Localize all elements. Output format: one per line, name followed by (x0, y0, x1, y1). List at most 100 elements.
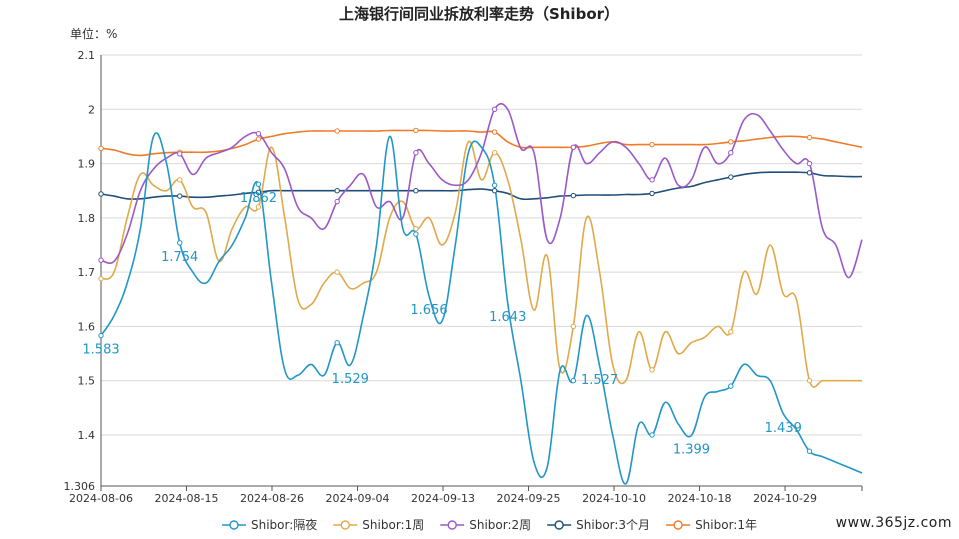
data-point (334, 128, 340, 134)
legend-label: Shibor:1年 (695, 518, 757, 532)
data-label: 1.754 (161, 250, 198, 265)
legend-swatch-marker (673, 520, 683, 530)
series-line-1 (100, 140, 862, 388)
data-point (98, 145, 104, 152)
x-tick-label: 2024-09-04 (326, 492, 390, 505)
data-point (728, 139, 734, 145)
data-label: 1.643 (489, 310, 526, 325)
y-tick-label: 1.5 (78, 375, 96, 388)
data-point (649, 432, 655, 438)
data-point (806, 160, 813, 167)
data-point (334, 198, 340, 205)
watermark-text: www.365jz.com (836, 515, 952, 531)
data-point (649, 177, 655, 183)
legend-label: Shibor:3个月 (576, 518, 650, 532)
data-labels: 1.583 1.754 1.862 1.529 1.656 1.643 1.527 1.399… (82, 191, 801, 457)
data-point (334, 188, 340, 194)
data-point (255, 131, 262, 137)
legend-swatch-marker (229, 520, 239, 530)
data-point (413, 231, 419, 237)
legend-swatch-marker (554, 520, 564, 530)
y-tick-label: 1.9 (78, 158, 96, 171)
data-point (413, 150, 419, 156)
x-tick-label: 2024-08-15 (155, 492, 219, 505)
legend-item[interactable]: Shibor:1周 (333, 518, 424, 532)
x-tick-label: 2024-08-06 (69, 492, 133, 505)
series-lines (100, 102, 863, 485)
x-tick-label: 2024-10-10 (582, 492, 646, 505)
data-label: 1.862 (240, 191, 277, 206)
grid-lines (101, 54, 862, 436)
data-point (255, 136, 262, 142)
data-point (491, 182, 498, 188)
x-tick-label: 2024-10-18 (668, 492, 732, 505)
legend-item[interactable]: Shibor:1年 (666, 518, 757, 532)
data-point (413, 226, 419, 232)
data-point (98, 275, 104, 282)
data-point (491, 188, 498, 194)
data-point (491, 150, 498, 156)
legend-swatch-marker (447, 520, 457, 530)
data-point (728, 329, 734, 335)
y-tick-label: 1.8 (78, 212, 96, 225)
legend-swatch-marker (340, 520, 350, 530)
data-point (255, 181, 262, 187)
data-point-markers (98, 106, 813, 454)
data-point (491, 129, 498, 135)
data-point (570, 144, 577, 150)
legend-label: Shibor:隔夜 (251, 517, 317, 532)
legend-item[interactable]: Shibor:2周 (440, 518, 531, 532)
data-point (255, 189, 262, 196)
data-point (806, 448, 813, 454)
x-tick-label: 2024-10-29 (753, 492, 817, 505)
data-point (255, 204, 262, 210)
data-point (98, 332, 104, 339)
data-label: 1.439 (765, 421, 802, 436)
data-point (177, 193, 183, 199)
data-point (570, 323, 577, 330)
data-point (728, 174, 734, 180)
y-tick-label: 2.1 (78, 49, 96, 62)
data-point (728, 383, 734, 389)
data-point (649, 190, 655, 197)
chart-title: 上海银行间同业拆放利率走势（Shibor） (339, 5, 619, 23)
legend-item[interactable]: Shibor:3个月 (547, 518, 650, 532)
data-label: 1.583 (82, 343, 119, 358)
data-label: 1.527 (581, 373, 618, 388)
legend-label: Shibor:1周 (362, 518, 424, 532)
x-tick-label: 2024-08-26 (240, 492, 304, 505)
legend[interactable]: Shibor:隔夜 Shibor:1周 Shibor:2周 Shibor:3个月 Shi… (222, 517, 757, 532)
data-point (570, 192, 577, 199)
y-tick-label: 1.4 (78, 429, 96, 442)
legend-label: Shibor:2周 (469, 518, 531, 532)
data-point (413, 188, 419, 194)
data-point (177, 151, 183, 157)
data-label: 1.529 (332, 372, 369, 387)
series-line-0 (100, 132, 863, 485)
data-point (806, 134, 813, 141)
x-tick-label: 2024-09-25 (497, 492, 561, 505)
legend-item[interactable]: Shibor:隔夜 (222, 517, 317, 532)
y-tick-label: 1.6 (78, 320, 96, 333)
x-tick-label: 2024-09-13 (411, 492, 475, 505)
series-line-2 (100, 102, 863, 279)
data-point (413, 127, 419, 134)
x-axis: 2024-08-06 2024-08-15 2024-08-26 2024-09-04… (69, 485, 863, 505)
data-point (806, 377, 813, 384)
y-tick-label: 1.7 (78, 266, 96, 279)
y-tick-label: 1.306 (64, 480, 96, 493)
data-point (177, 240, 183, 246)
data-point (728, 150, 734, 156)
data-label: 1.656 (410, 303, 447, 318)
data-point (334, 339, 340, 346)
y-unit-label: 单位：% (70, 26, 117, 41)
data-point (334, 269, 340, 275)
data-point (98, 257, 104, 263)
series-line-3 (100, 171, 863, 201)
y-axis: 1.306 1.4 1.5 1.6 1.7 1.8 1.9 2 2.1 (64, 49, 102, 493)
data-point (806, 170, 813, 176)
data-point (570, 377, 577, 384)
data-point (649, 141, 655, 148)
data-label: 1.399 (673, 443, 710, 458)
